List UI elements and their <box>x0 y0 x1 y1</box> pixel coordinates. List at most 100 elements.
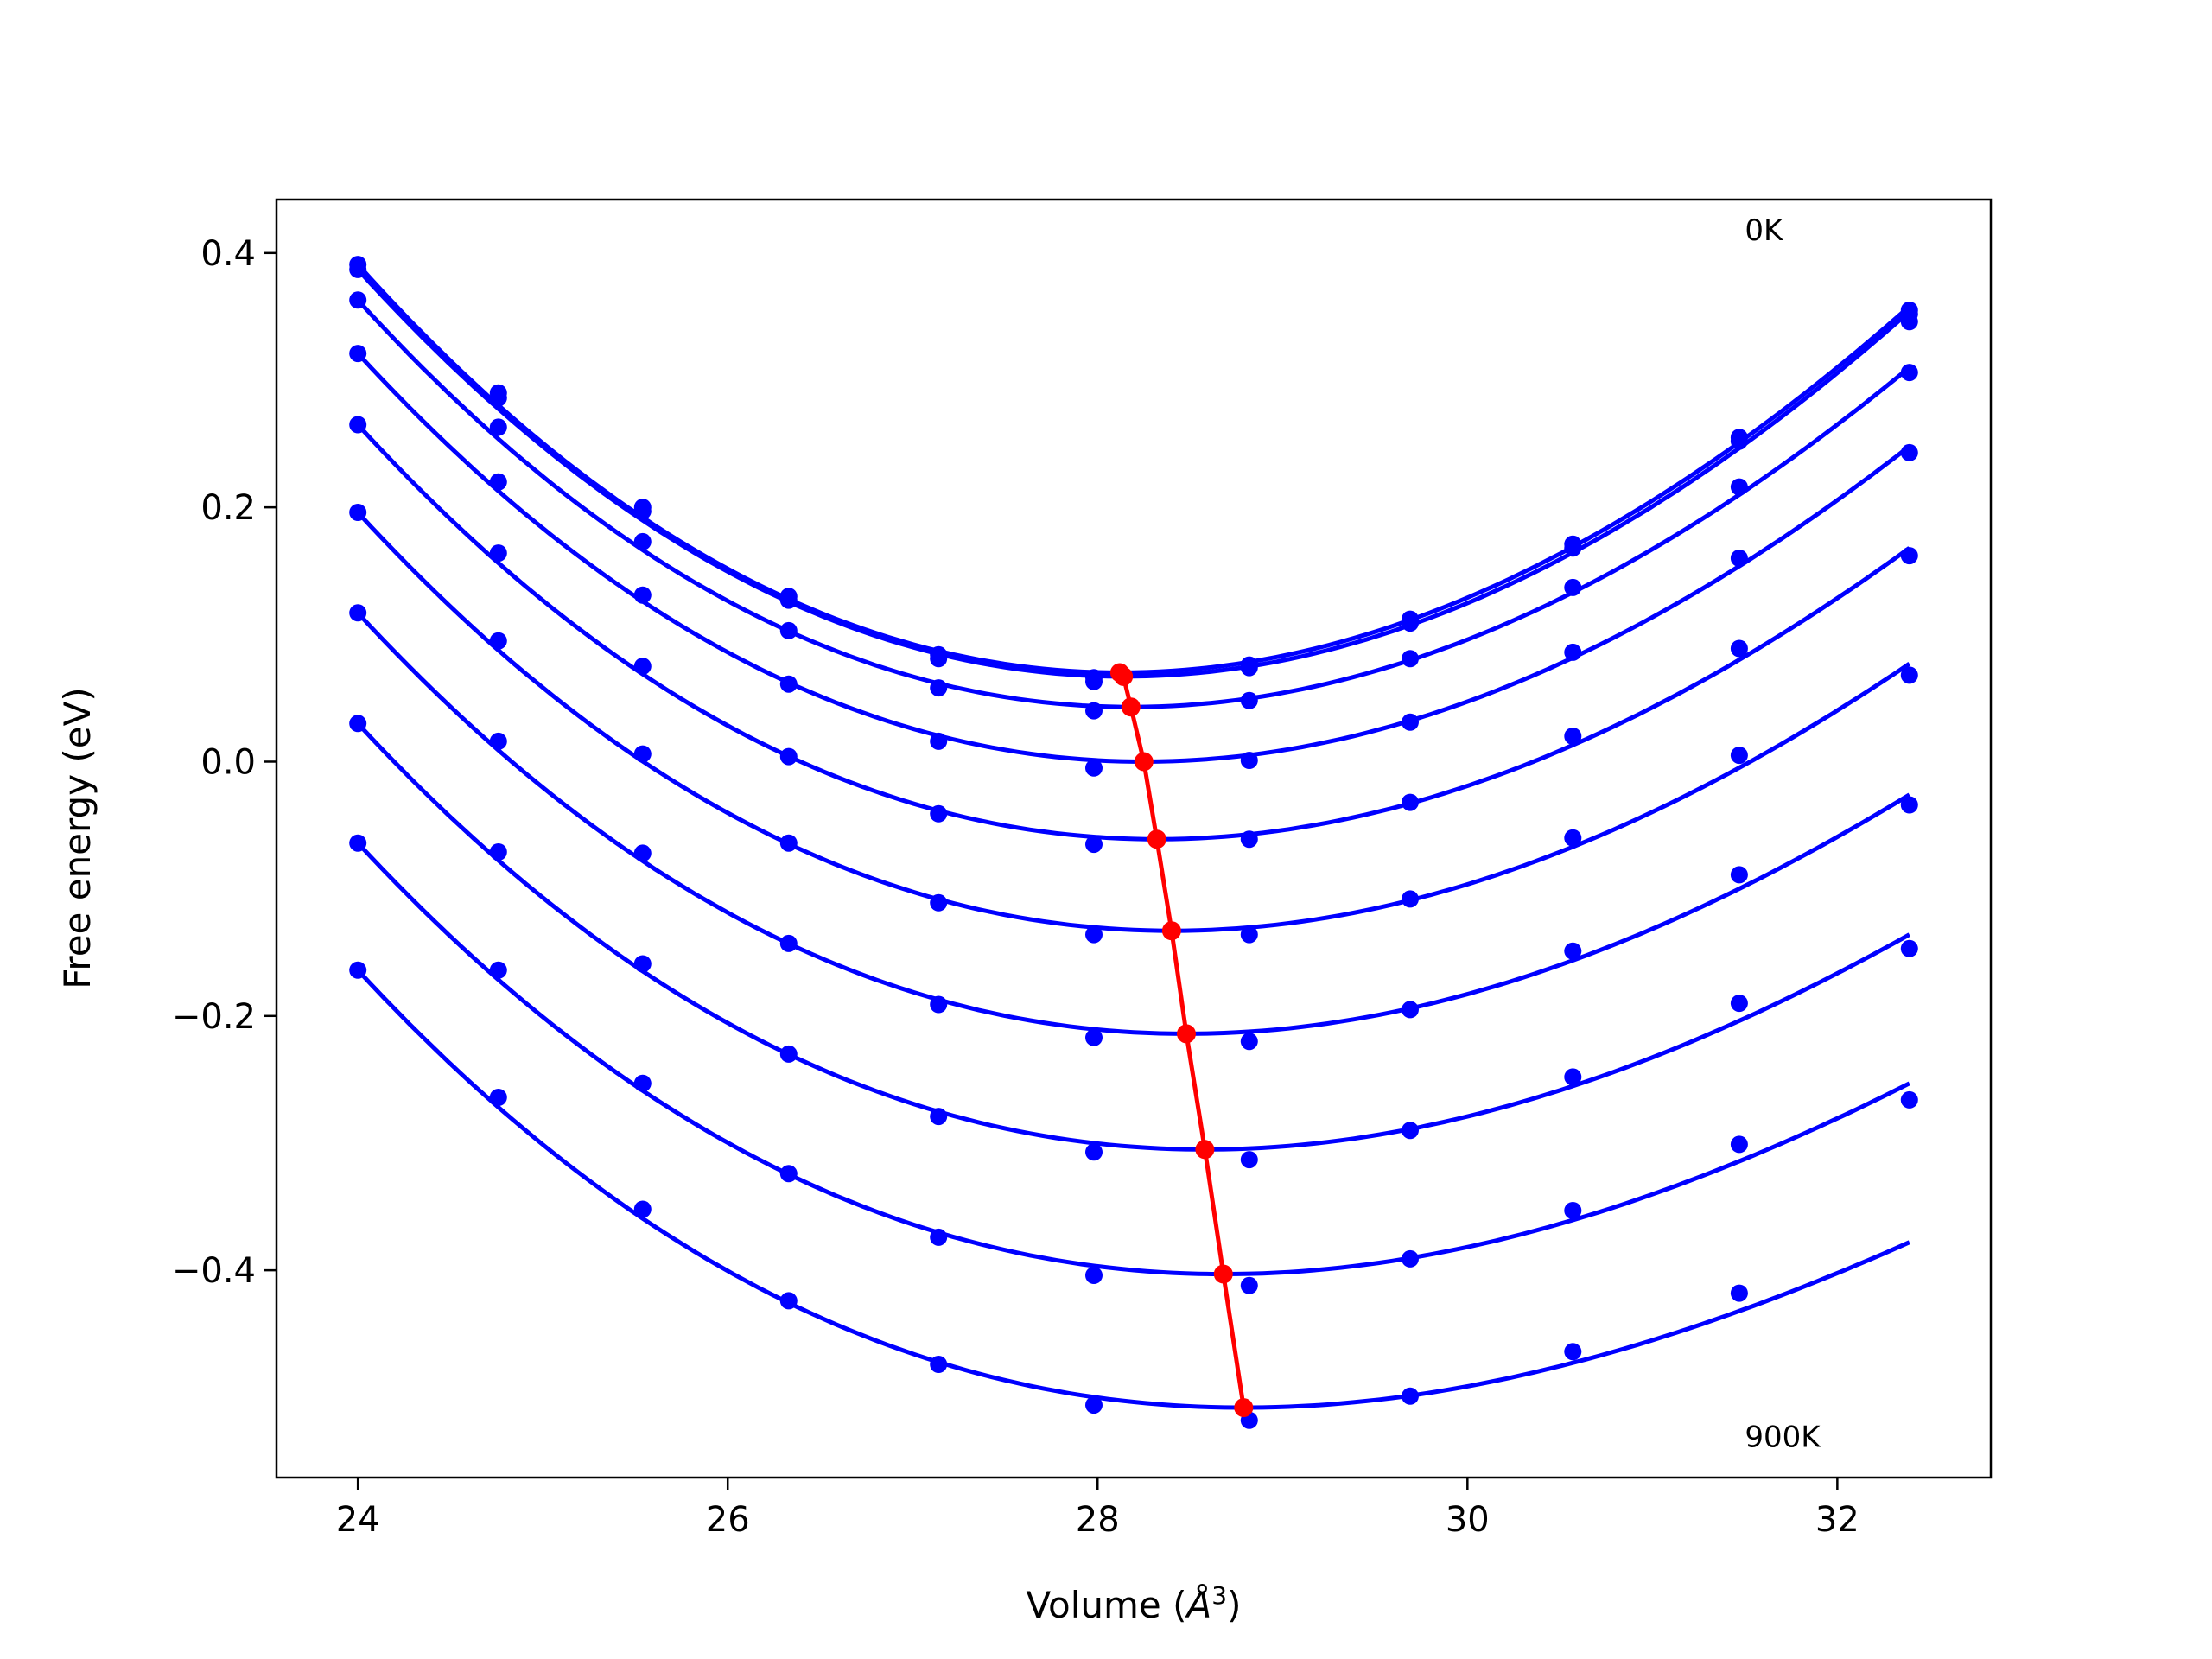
minimum-marker <box>1213 1264 1233 1284</box>
data-point <box>1402 793 1419 811</box>
data-point <box>779 1292 798 1310</box>
x-tick-label: 30 <box>1446 1500 1490 1540</box>
plot-layer <box>349 256 1918 1429</box>
x-tick-label: 28 <box>1076 1500 1120 1540</box>
data-point <box>489 473 507 491</box>
data-point <box>633 1200 652 1218</box>
minimum-marker <box>1114 666 1134 686</box>
data-point <box>633 532 652 550</box>
data-point <box>930 732 948 750</box>
data-point <box>1564 643 1582 661</box>
data-point <box>349 961 367 979</box>
data-point <box>349 291 367 309</box>
data-point <box>1240 925 1258 944</box>
data-point <box>930 804 948 823</box>
data-point <box>489 632 507 650</box>
data-point <box>1085 1028 1103 1046</box>
fit-curve-4 <box>356 423 1911 842</box>
fit-curve-0 <box>356 263 1911 676</box>
data-point <box>1730 432 1748 450</box>
data-point <box>779 1165 798 1183</box>
data-point <box>1564 829 1582 847</box>
fit-curve-6 <box>356 611 1911 1036</box>
data-point <box>349 604 367 622</box>
data-point <box>930 893 948 912</box>
data-point <box>1564 942 1582 960</box>
tick-layer: 24 26 28 30 32 −0.4 −0.2 0.0 0.2 0.4 <box>172 234 1859 1540</box>
data-point <box>1900 796 1918 814</box>
data-point <box>930 1356 948 1373</box>
data-point <box>930 995 948 1014</box>
data-point <box>779 747 798 766</box>
data-point <box>1402 1001 1419 1019</box>
data-point <box>1402 650 1419 668</box>
data-point <box>1730 639 1748 658</box>
data-point <box>1402 713 1419 731</box>
y-axis-label: Free energy (eV) <box>56 687 99 989</box>
data-point <box>1240 1151 1258 1169</box>
data-point <box>779 1045 798 1063</box>
data-point <box>1564 578 1582 596</box>
x-tick-label: 24 <box>336 1500 380 1540</box>
data-point <box>633 745 652 763</box>
data-point <box>1085 672 1103 690</box>
data-point <box>1402 1387 1419 1405</box>
data-point <box>349 715 367 733</box>
data-point <box>633 1074 652 1092</box>
data-point <box>779 591 798 609</box>
fit-curve-7 <box>356 721 1911 1152</box>
data-point <box>1402 614 1419 632</box>
data-point <box>1402 890 1419 908</box>
data-point <box>1730 995 1748 1013</box>
data-point <box>1900 1090 1918 1109</box>
data-point <box>1240 1033 1258 1051</box>
data-point <box>1564 1343 1582 1361</box>
annotation-layer: 0K 900K <box>1745 213 1821 1455</box>
data-point <box>1900 547 1918 565</box>
data-point <box>633 502 652 520</box>
data-point <box>1085 836 1103 854</box>
y-tick-label: 0.2 <box>200 488 256 528</box>
fit-curve-9 <box>356 969 1910 1410</box>
minimum-marker <box>1121 697 1141 717</box>
data-point <box>1900 939 1918 957</box>
data-point <box>1564 728 1582 745</box>
data-point <box>1730 866 1748 884</box>
data-point <box>1240 658 1258 677</box>
data-point <box>349 504 367 521</box>
data-point <box>489 544 507 563</box>
fit-curve-8 <box>356 841 1910 1276</box>
data-point <box>1085 925 1103 944</box>
data-point <box>1900 364 1918 382</box>
data-point <box>633 844 652 862</box>
data-point <box>633 955 652 973</box>
data-point <box>1730 747 1748 765</box>
data-point <box>349 260 367 278</box>
data-point <box>1240 752 1258 769</box>
data-point <box>1085 1267 1103 1284</box>
data-point <box>930 679 948 697</box>
minimum-marker <box>1161 921 1181 941</box>
data-point <box>489 732 507 750</box>
data-point <box>1564 1068 1582 1086</box>
fit-curve-3 <box>356 352 1911 765</box>
minimum-marker <box>1177 1024 1196 1044</box>
axes-frame <box>275 198 1993 1479</box>
data-point <box>1085 1143 1103 1161</box>
data-point <box>1730 478 1748 496</box>
data-point <box>489 843 507 861</box>
data-point <box>349 834 367 852</box>
minimum-line <box>1118 671 1246 1408</box>
data-point <box>1402 1249 1419 1268</box>
data-point <box>1085 702 1103 720</box>
data-point <box>779 675 798 693</box>
data-point <box>779 621 798 639</box>
data-point <box>1085 759 1103 777</box>
data-point <box>1240 691 1258 709</box>
data-point <box>1085 1396 1103 1414</box>
data-point <box>779 834 798 852</box>
x-tick-label: 26 <box>706 1500 750 1540</box>
data-point <box>489 389 507 407</box>
data-point <box>1730 1135 1748 1154</box>
